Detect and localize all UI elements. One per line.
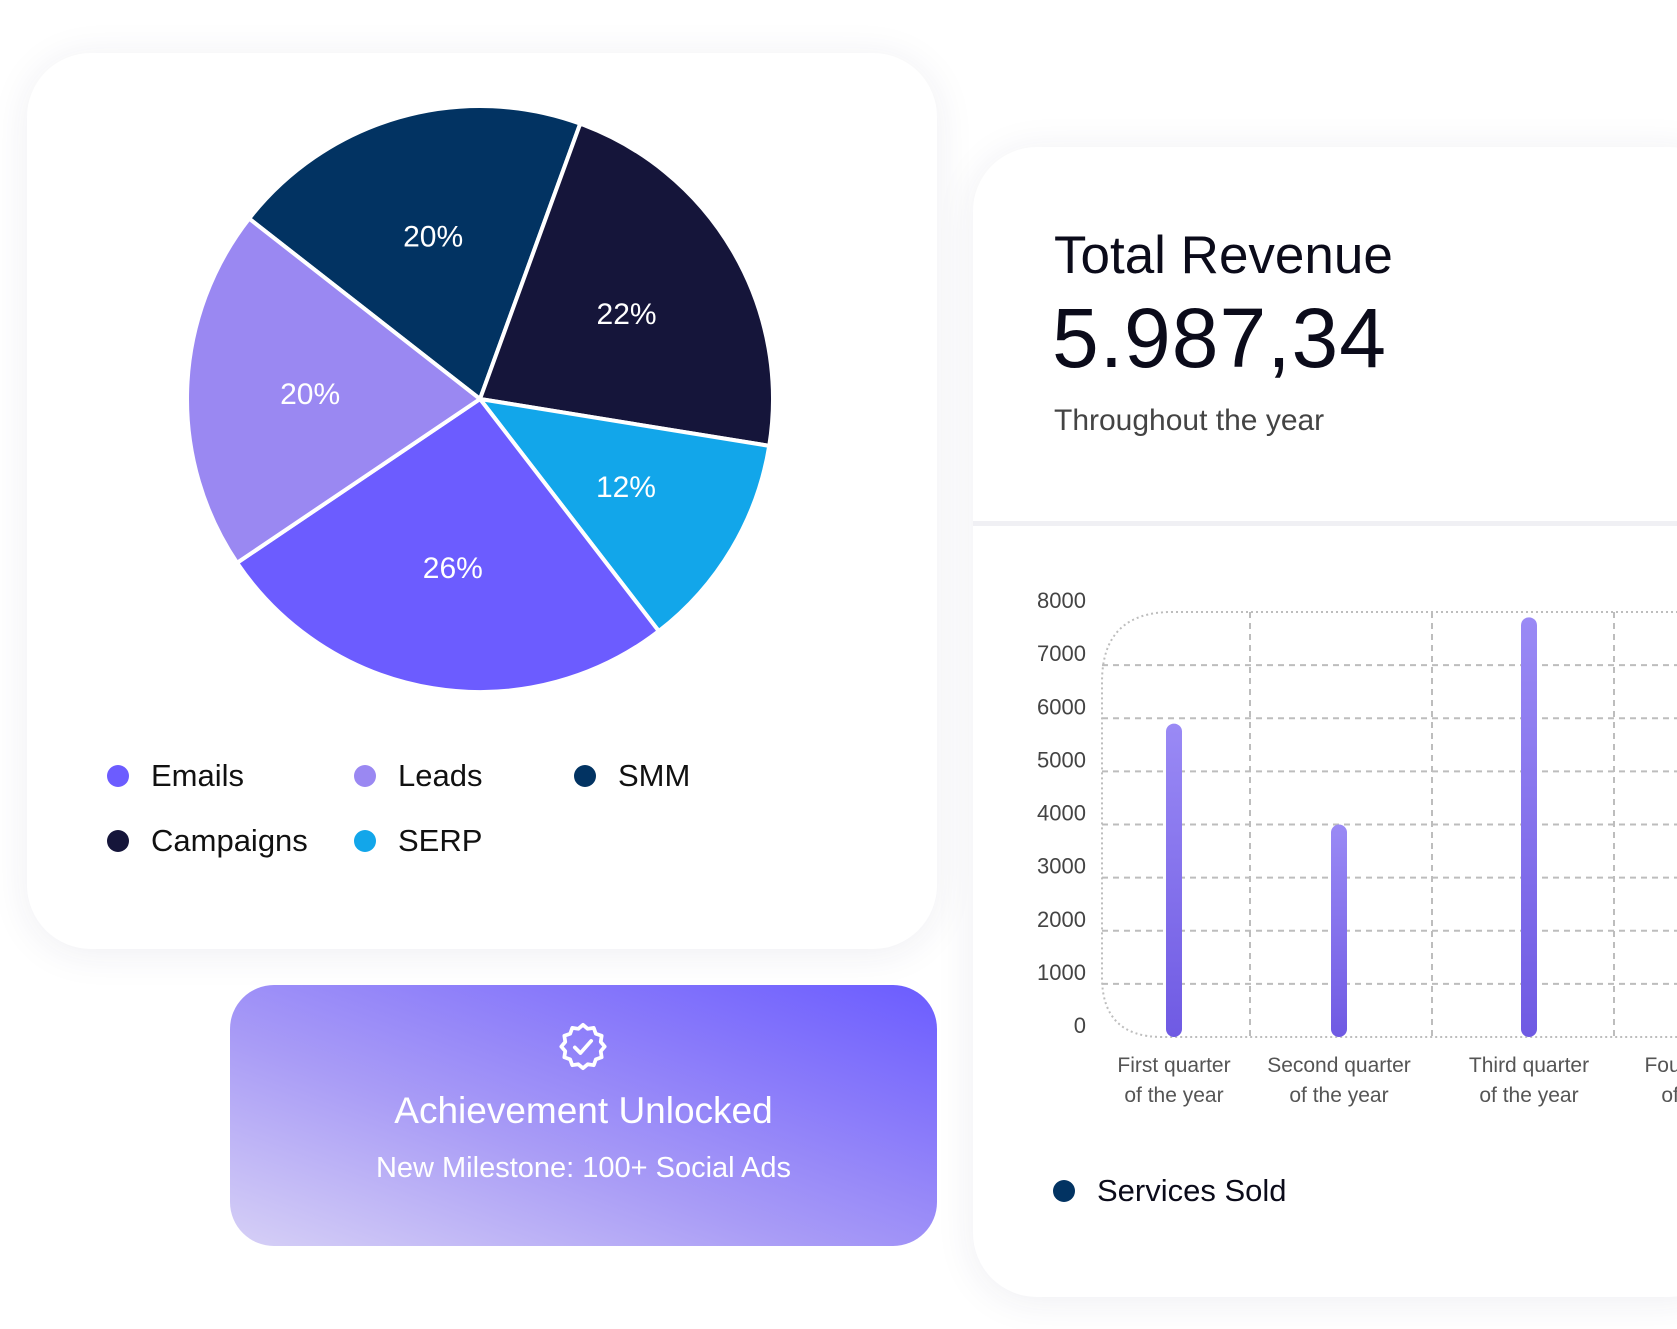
pie-slice-label: 12%	[596, 471, 656, 504]
y-tick-label: 3000	[1037, 854, 1086, 879]
y-tick-label: 2000	[1037, 907, 1086, 932]
legend-label: Campaigns	[151, 823, 308, 858]
x-tick-label: of the year	[1661, 1084, 1677, 1107]
legend-label: SERP	[398, 823, 483, 858]
y-tick-label: 4000	[1037, 801, 1086, 826]
y-tick-label: 1000	[1037, 960, 1086, 985]
badge-check-icon	[559, 1022, 607, 1071]
x-tick-label: of the year	[1124, 1084, 1223, 1107]
bar	[1331, 824, 1347, 1037]
legend-item-leads: Leads	[354, 758, 482, 794]
pie-slice-serp	[478, 397, 772, 634]
pie-slice-smm	[247, 104, 583, 401]
pie-slice-campaigns	[478, 121, 775, 448]
pie-slice-label: 26%	[423, 552, 483, 585]
pie-slice-label: 20%	[403, 221, 463, 254]
legend-label: Leads	[398, 758, 483, 793]
legend-dot	[354, 765, 376, 787]
pie-slice-leads	[185, 216, 482, 565]
x-tick-label: of the year	[1289, 1084, 1388, 1107]
achievement-subtitle: New Milestone: 100+ Social Ads	[375, 1152, 792, 1184]
revenue-card: Total Revenue 5.987,34 Throughout the ye…	[973, 147, 1677, 1297]
legend-dot	[107, 830, 129, 852]
legend-item-emails: Emails	[107, 758, 244, 794]
achievement-card: Achievement Unlocked New Milestone: 100+…	[230, 985, 937, 1246]
revenue-subtitle: Throughout the year	[1054, 404, 1325, 437]
y-tick-label: 8000	[1037, 588, 1086, 613]
pie-slice-emails	[235, 397, 661, 694]
y-tick-label: 6000	[1037, 694, 1086, 719]
legend-dot	[107, 765, 129, 787]
bar	[1521, 617, 1537, 1037]
legend-dot	[574, 765, 596, 787]
pie-chart-card: 20% 22% 12% 26% 20% Emails Leads SMM Campaig…	[27, 53, 937, 949]
legend-item-smm: SMM	[574, 758, 690, 794]
y-tick-label: 0	[1074, 1013, 1086, 1038]
revenue-title: Total Revenue	[1054, 226, 1393, 285]
divider	[973, 521, 1677, 526]
achievement-title: Achievement Unlocked	[394, 1090, 773, 1131]
pie-chart: 20% 22% 12% 26% 20%	[185, 104, 775, 694]
legend-label: Services Sold	[1097, 1173, 1287, 1208]
legend-dot	[354, 830, 376, 852]
bar-chart: 0 1000 2000 3000 4000 5000 6000 7000 8000 First q…	[1037, 588, 1677, 1107]
x-tick-label: Third quarter	[1469, 1054, 1589, 1077]
pie-slice-label: 20%	[280, 378, 340, 411]
bar	[1166, 723, 1182, 1037]
legend-item-serp: SERP	[354, 823, 482, 859]
y-tick-label: 5000	[1037, 747, 1086, 772]
pie-slice-label: 22%	[597, 298, 657, 331]
legend-item-campaigns: Campaigns	[107, 823, 308, 859]
legend-label: Emails	[151, 758, 245, 793]
x-tick-label: Fourth quarter	[1644, 1054, 1677, 1077]
x-tick-label: First quarter	[1117, 1054, 1230, 1077]
x-tick-label: Second quarter	[1267, 1054, 1411, 1077]
legend-label: SMM	[618, 758, 691, 793]
x-tick-label: of the year	[1479, 1084, 1578, 1107]
revenue-value: 5.987,34	[1052, 291, 1387, 385]
legend-item-services-sold: Services Sold	[1053, 1173, 1287, 1209]
legend-dot	[1053, 1180, 1075, 1202]
y-tick-label: 7000	[1037, 641, 1086, 666]
